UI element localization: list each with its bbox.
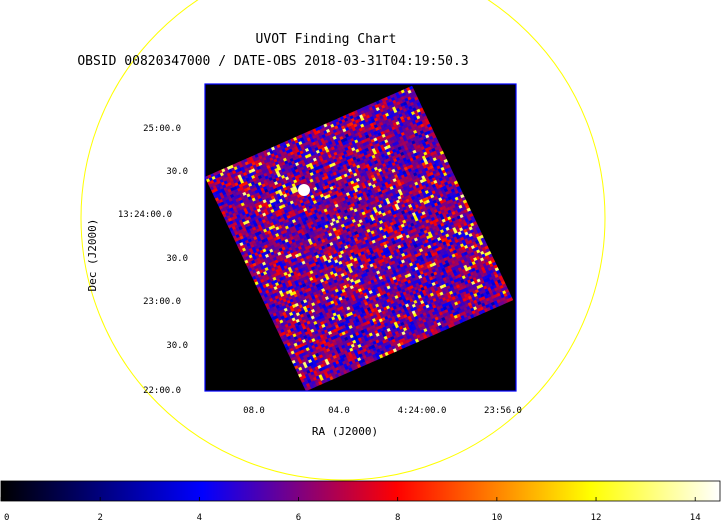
chart-subtitle: OBSID 00820347000 / DATE-OBS 2018-03-31T…: [77, 54, 468, 69]
chart-title: UVOT Finding Chart: [256, 32, 397, 47]
exposure-pixels: [205, 85, 514, 391]
field-of-view-circle: [80, 0, 606, 481]
